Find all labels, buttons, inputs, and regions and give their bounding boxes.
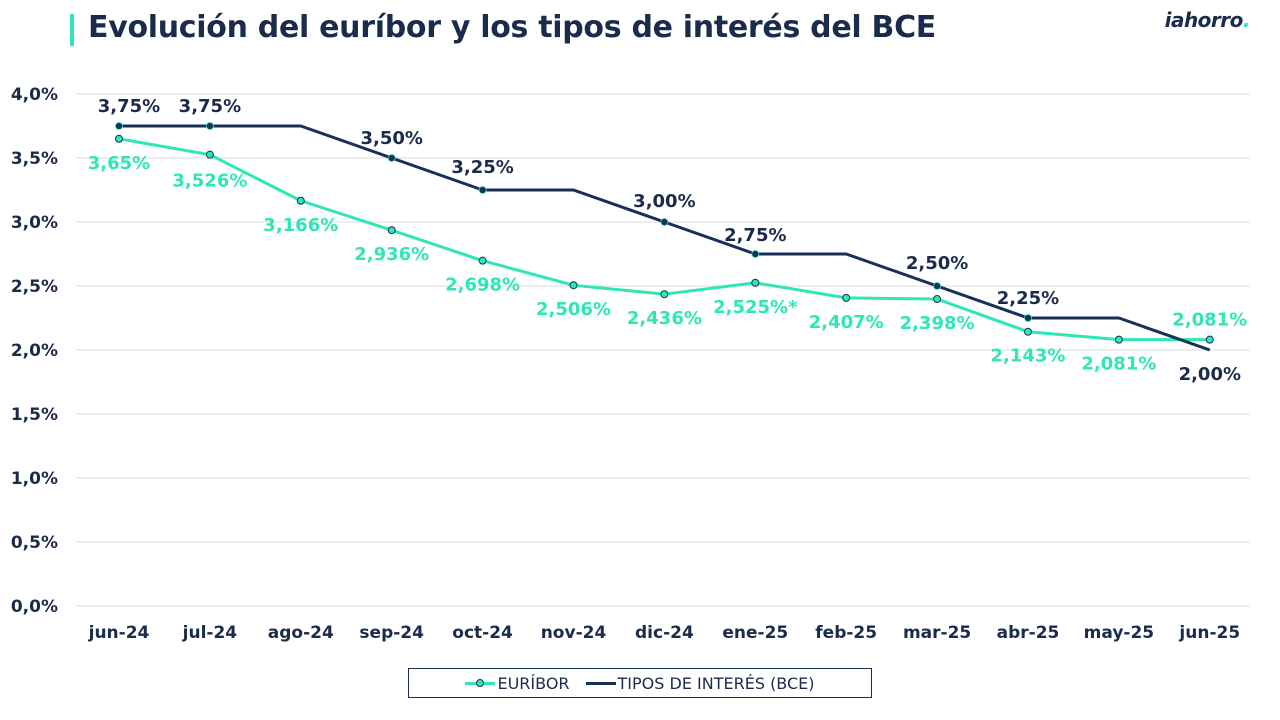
x-tick-label: ene-25 bbox=[722, 623, 788, 643]
x-tick-label: nov-24 bbox=[541, 623, 607, 643]
data-point-euribor bbox=[296, 196, 305, 205]
data-label-bce: 2,50% bbox=[906, 253, 968, 274]
x-tick-label: jul-24 bbox=[182, 623, 238, 643]
data-point-euribor bbox=[115, 134, 123, 143]
y-tick-label: 2,0% bbox=[11, 341, 58, 361]
y-tick-label: 0,5% bbox=[11, 533, 58, 553]
x-tick-label: abr-25 bbox=[997, 623, 1060, 643]
data-label-euribor: 2,081% bbox=[1172, 310, 1247, 331]
legend-item-bce[interactable]: TIPOS DE INTERÉS (BCE) bbox=[585, 673, 815, 693]
data-point-bce bbox=[933, 282, 941, 290]
data-point-euribor bbox=[387, 226, 396, 235]
x-tick-label: feb-25 bbox=[815, 623, 877, 643]
data-label-euribor: 2,936% bbox=[354, 244, 429, 265]
data-label-bce: 2,25% bbox=[997, 288, 1059, 309]
y-tick-label: 3,0% bbox=[11, 213, 58, 233]
legend-label-euribor: EURÍBOR bbox=[497, 673, 570, 693]
data-label-euribor: 2,506% bbox=[536, 299, 611, 320]
data-point-euribor bbox=[660, 290, 669, 299]
data-label-euribor: 3,526% bbox=[172, 171, 247, 192]
y-tick-label: 1,5% bbox=[11, 405, 58, 425]
data-point-bce bbox=[387, 154, 396, 162]
data-point-euribor bbox=[842, 293, 851, 302]
data-label-bce: 3,75% bbox=[179, 96, 241, 117]
chart-legend: EURÍBOR TIPOS DE INTERÉS (BCE) bbox=[408, 668, 872, 698]
legend-item-euribor[interactable]: EURÍBOR bbox=[465, 673, 570, 693]
logo-dot: . bbox=[1242, 8, 1251, 32]
legend-label-bce: TIPOS DE INTERÉS (BCE) bbox=[617, 673, 815, 693]
data-label-bce: 3,75% bbox=[98, 96, 160, 117]
data-label-euribor: 2,436% bbox=[627, 308, 702, 329]
data-point-bce bbox=[205, 122, 214, 130]
y-tick-label: 1,0% bbox=[11, 469, 58, 489]
data-label-euribor: 3,65% bbox=[88, 153, 150, 174]
chart-title: Evolución del euríbor y los tipos de int… bbox=[88, 10, 936, 45]
data-label-bce: 3,00% bbox=[633, 191, 695, 212]
data-point-euribor bbox=[1114, 335, 1123, 344]
data-point-euribor bbox=[1024, 327, 1032, 336]
data-label-euribor: 2,143% bbox=[991, 346, 1066, 367]
data-point-bce bbox=[115, 122, 123, 130]
data-point-bce bbox=[1024, 314, 1032, 322]
x-tick-label: dic-24 bbox=[635, 623, 694, 643]
y-tick-label: 4,0% bbox=[11, 85, 58, 105]
title-accent-bar bbox=[70, 14, 74, 46]
y-tick-label: 2,5% bbox=[11, 277, 58, 297]
data-point-euribor bbox=[569, 281, 578, 290]
legend-swatch-euribor bbox=[465, 678, 496, 688]
y-tick-label: 0,0% bbox=[11, 597, 58, 617]
x-tick-label: may-25 bbox=[1084, 623, 1154, 643]
x-tick-label: mar-25 bbox=[903, 623, 971, 643]
data-point-euribor bbox=[1205, 335, 1214, 344]
x-tick-label: jun-25 bbox=[1178, 623, 1240, 643]
x-tick-label: oct-24 bbox=[452, 623, 513, 643]
data-point-bce bbox=[751, 250, 760, 258]
data-point-euribor bbox=[751, 278, 760, 287]
x-tick-label: ago-24 bbox=[268, 623, 334, 643]
data-label-euribor: 2,698% bbox=[445, 275, 520, 296]
data-point-euribor bbox=[205, 150, 214, 159]
data-label-bce: 2,75% bbox=[724, 225, 786, 246]
data-label-euribor: 2,398% bbox=[900, 313, 975, 334]
data-point-bce bbox=[478, 186, 487, 194]
logo-text: iahorro bbox=[1164, 8, 1244, 32]
data-point-euribor bbox=[478, 256, 487, 265]
x-tick-label: sep-24 bbox=[359, 623, 424, 643]
data-point-euribor bbox=[933, 295, 942, 304]
x-tick-label: jun-24 bbox=[88, 623, 150, 643]
data-label-bce: 3,25% bbox=[451, 157, 513, 178]
line-chart: 0,0% 0,5% 1,0% 1,5% 2,0% 2,5% 3,0% 3,5% 4,0% jun-… bbox=[11, 85, 1250, 643]
data-label-euribor: 2,407% bbox=[809, 312, 884, 333]
brand-logo: iahorro. bbox=[1164, 8, 1251, 32]
y-tick-label: 3,5% bbox=[11, 149, 58, 169]
data-label-euribor: 2,081% bbox=[1081, 354, 1156, 375]
data-label-euribor: 3,166% bbox=[263, 215, 338, 236]
legend-swatch-bce bbox=[585, 678, 616, 688]
data-point-bce bbox=[660, 218, 669, 226]
data-label-euribor: 2,525%* bbox=[713, 297, 798, 318]
data-label-bce: 2,00% bbox=[1179, 364, 1241, 385]
data-label-bce: 3,50% bbox=[360, 128, 422, 149]
